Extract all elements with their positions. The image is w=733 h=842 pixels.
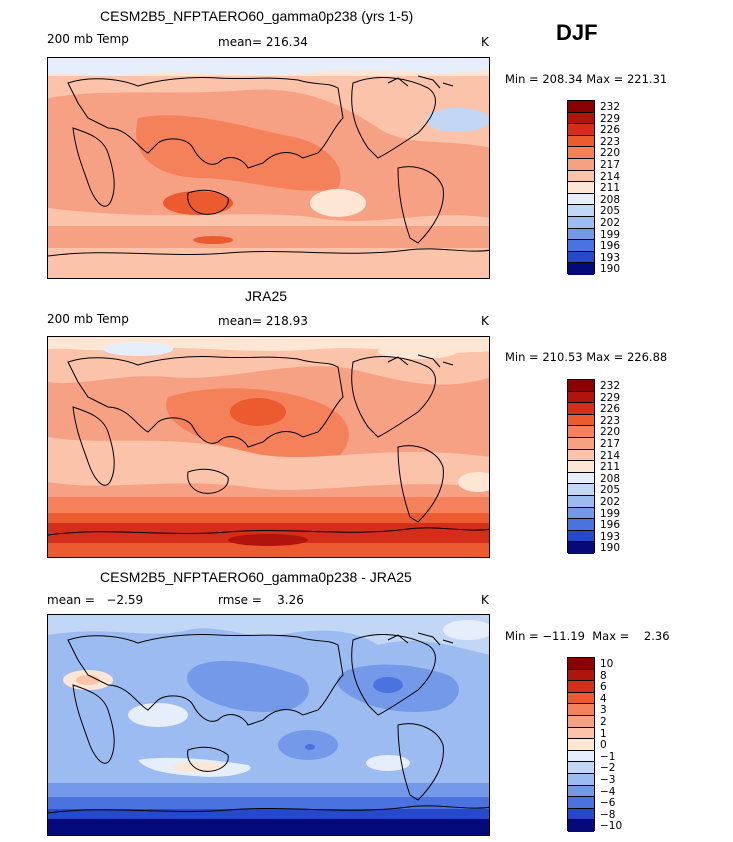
- tick: 217: [600, 159, 621, 171]
- panel1-minmax-label: Min = 208.34 Max = 221.31: [505, 72, 668, 86]
- tick: −3: [600, 774, 616, 786]
- tick: 205: [600, 484, 621, 497]
- panel2-colorbar: [567, 379, 595, 554]
- tick: 214: [600, 449, 621, 462]
- panel2-minmax-label: Min = 210.53 Max = 226.88: [505, 350, 668, 364]
- tick: 3: [600, 704, 607, 717]
- tick: −1: [600, 750, 616, 763]
- tick: 190: [600, 542, 621, 555]
- panel1-title: CESM2B5_NFPTAERO60_gamma0p238 (yrs 1-5): [100, 8, 414, 24]
- tick: 196: [600, 240, 621, 253]
- tick: 211: [600, 461, 621, 474]
- panel3-colorbar: [567, 657, 595, 832]
- panel1-mean-label: mean= 216.34: [218, 35, 308, 49]
- tick: 0: [600, 739, 607, 752]
- tick: −2: [600, 762, 616, 775]
- panel3-units-label: K: [481, 593, 489, 607]
- tick: 220: [600, 426, 621, 439]
- tick: 190: [600, 263, 621, 276]
- tick: 202: [600, 217, 621, 229]
- panel3-title: CESM2B5_NFPTAERO60_gamma0p238 - JRA25: [100, 569, 412, 585]
- panel1-units-label: K: [481, 35, 489, 49]
- tick: −8: [600, 808, 616, 821]
- panel1-colorbar: [567, 100, 595, 275]
- panel1-variable-label: 200 mb Temp: [47, 32, 129, 46]
- tick: 232: [600, 380, 621, 392]
- tick: 10: [600, 658, 614, 670]
- tick: 229: [600, 112, 621, 125]
- tick: 223: [600, 414, 621, 427]
- panel3-map: [47, 614, 490, 836]
- tick: −4: [600, 785, 616, 798]
- panel2-title: JRA25: [245, 288, 288, 304]
- tick: 196: [600, 519, 621, 532]
- panel3-mean-label: mean = −2.59: [47, 593, 144, 607]
- tick: 202: [600, 496, 621, 508]
- panel2-mean-label: mean= 218.93: [218, 314, 308, 328]
- tick: 6: [600, 681, 607, 694]
- tick: 205: [600, 205, 621, 218]
- tick: −6: [600, 797, 616, 810]
- panel3-minmax-label: Min = −11.19 Max = 2.36: [505, 629, 670, 643]
- tick: 208: [600, 472, 621, 485]
- tick: 226: [600, 124, 621, 137]
- season-label: DJF: [556, 20, 598, 45]
- tick: 193: [600, 251, 621, 264]
- tick: 223: [600, 135, 621, 148]
- tick: 232: [600, 101, 621, 113]
- tick: 214: [600, 170, 621, 183]
- panel2-map: [47, 336, 490, 558]
- tick: 217: [600, 438, 621, 450]
- tick: 4: [600, 692, 607, 705]
- tick: 1: [600, 727, 607, 740]
- tick: 220: [600, 147, 621, 160]
- tick: 199: [600, 507, 621, 520]
- tick: 193: [600, 530, 621, 543]
- tick: 229: [600, 391, 621, 404]
- tick: 199: [600, 228, 621, 241]
- panel2-variable-label: 200 mb Temp: [47, 312, 129, 326]
- tick: 8: [600, 669, 607, 682]
- tick: −10: [600, 820, 623, 833]
- tick: 208: [600, 193, 621, 206]
- tick: 226: [600, 403, 621, 416]
- panel1-map: [47, 57, 490, 279]
- panel2-units-label: K: [481, 314, 489, 328]
- panel3-rmse-label: rmse = 3.26: [218, 593, 304, 607]
- tick: 211: [600, 182, 621, 195]
- tick: 2: [600, 716, 607, 728]
